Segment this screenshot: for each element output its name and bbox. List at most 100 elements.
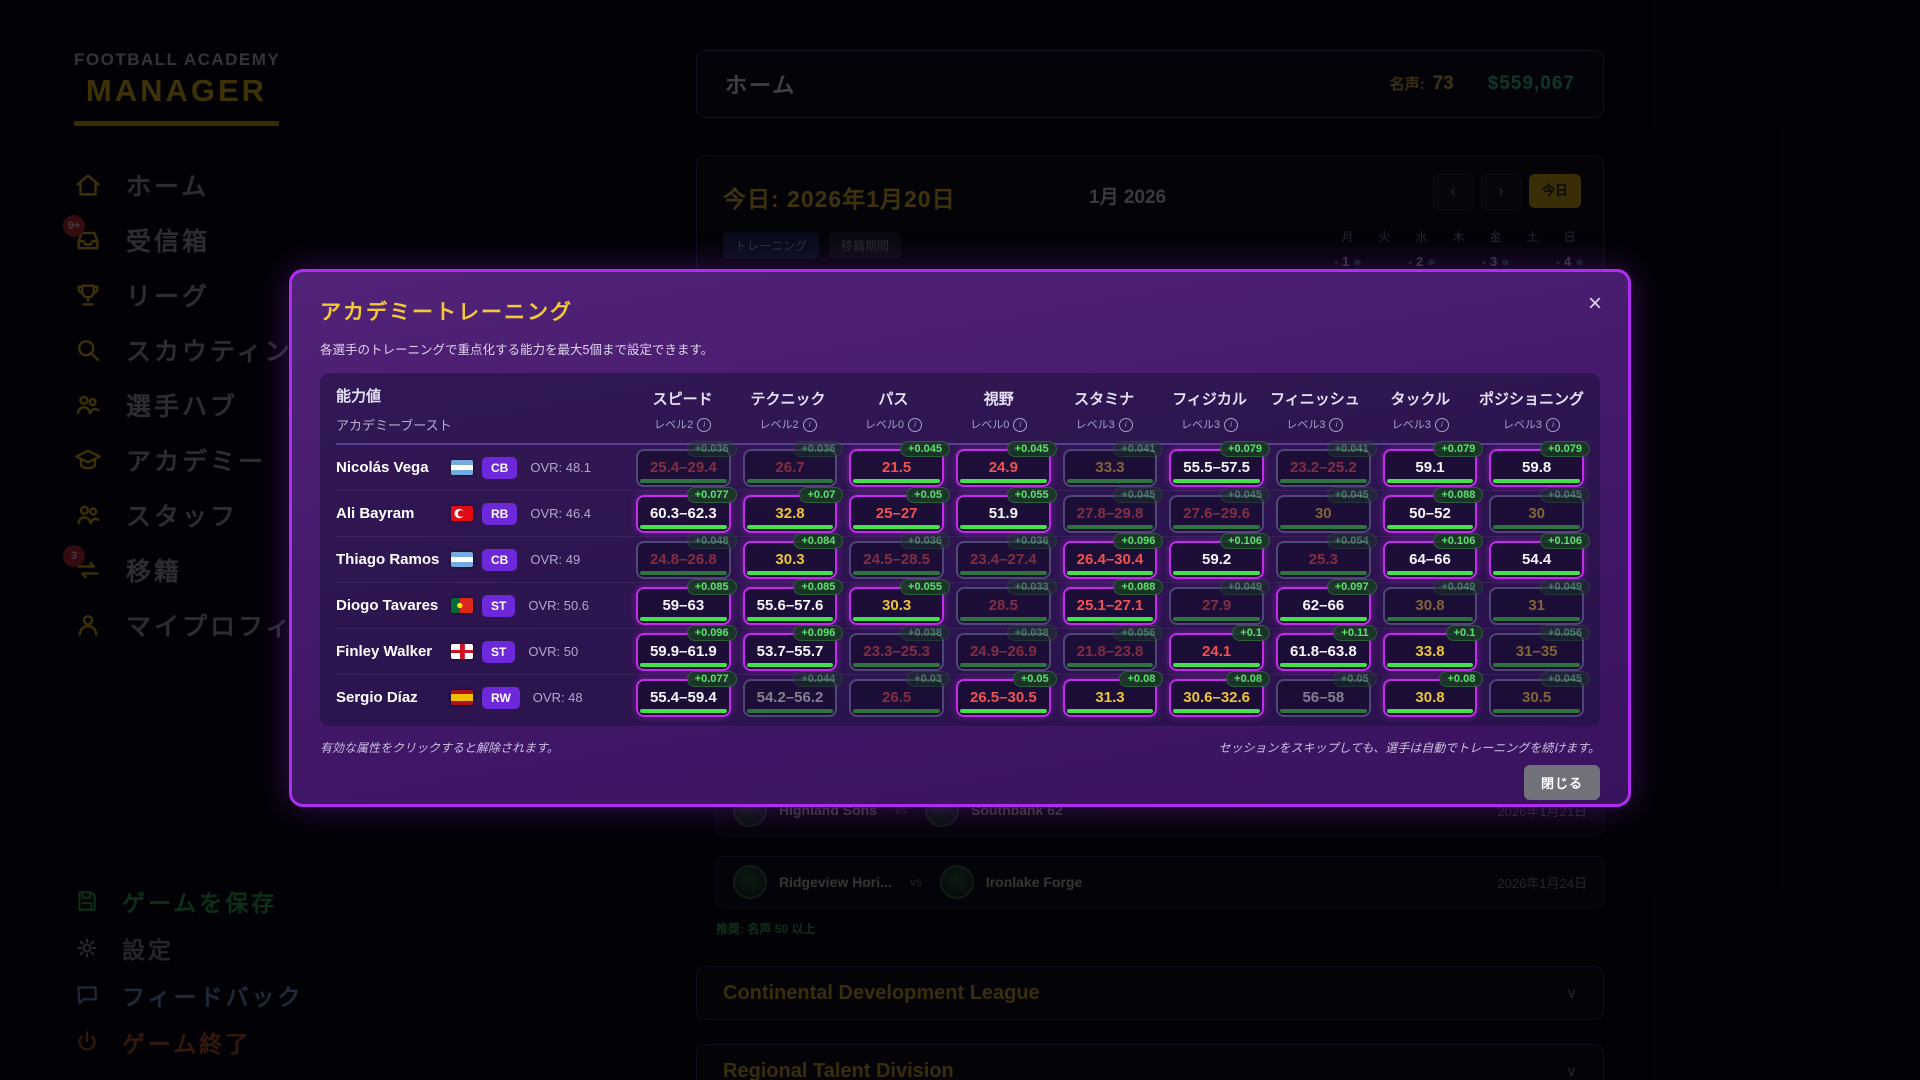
stat-cell[interactable]: 54.4 +0.106 [1489,532,1590,579]
player-info: Nicolás Vega CB OVR: 48.1 [336,456,624,479]
stat-cell[interactable]: 26.5–30.5 +0.05 [955,670,1057,717]
stat-cell[interactable]: 59.9–61.9 +0.096 [636,624,737,671]
info-icon[interactable]: i [1224,417,1239,432]
stat-cell[interactable]: 62–66 +0.097 [1275,578,1377,625]
column-name: テクニック [750,390,826,408]
stat-cell[interactable]: 53.7–55.7 +0.096 [742,624,844,671]
stat-value: 30 [1528,505,1545,522]
player-name: Nicolás Vega [336,459,429,476]
stat-cell[interactable]: 23.2–25.2 +0.041 [1275,440,1377,487]
stat-cell[interactable]: 55.6–57.6 +0.085 [742,578,844,625]
stat-value: 51.9 [988,505,1018,522]
stat-cell[interactable]: 25.1–27.1 +0.088 [1062,578,1164,625]
boost-badge: +0.049 [1540,578,1590,595]
stat-value: 64–66 [1409,551,1451,568]
column-name: スタミナ [1074,390,1135,408]
stat-cell[interactable]: 21.8–23.8 +0.056 [1062,624,1164,671]
info-icon[interactable]: i [802,417,817,432]
close-button[interactable]: 閉じる [1523,765,1600,800]
player-name: Thiago Ramos [336,551,440,568]
stat-cell[interactable]: 31 +0.049 [1489,578,1590,625]
stat-cell-content: 31.3 +0.08 [1065,670,1164,715]
stat-cell[interactable]: 25.3 +0.054 [1275,532,1377,579]
stat-cell[interactable]: 55.5–57.5 +0.079 [1169,440,1270,487]
info-icon[interactable]: i [1118,417,1133,432]
training-progress-bar [1493,570,1580,575]
boost-badge: +0.049 [1433,578,1484,595]
stat-cell[interactable]: 51.9 +0.055 [955,486,1057,533]
position-badge: CB [482,548,518,571]
training-progress-bar [1279,708,1367,713]
training-progress-bar [959,570,1047,575]
stat-cell[interactable]: 24.5–28.5 +0.036 [849,532,950,579]
stat-cell[interactable]: 27.8–29.8 +0.045 [1062,486,1164,533]
stat-cell[interactable]: 25.4–29.4 +0.036 [636,440,737,487]
stat-cell[interactable]: 26.7 +0.036 [742,440,844,487]
stat-cell[interactable]: 30.3 +0.055 [849,578,950,625]
stat-cell[interactable]: 59.2 +0.106 [1169,532,1270,579]
column-level: レベル0 i [952,416,1045,432]
training-progress-bar [640,708,727,713]
stat-cell[interactable]: 31–35 +0.056 [1489,624,1590,671]
stat-cell[interactable]: 30 +0.045 [1489,486,1590,533]
stat-cell[interactable]: 30.8 +0.08 [1382,670,1484,717]
stat-cell[interactable]: 61.8–63.8 +0.11 [1275,624,1377,671]
stat-cell[interactable]: 21.5 +0.045 [849,440,950,487]
stat-cell[interactable]: 32.8 +0.07 [742,486,844,533]
info-icon[interactable]: i [1013,417,1028,432]
info-icon[interactable]: i [697,417,712,432]
info-icon[interactable]: i [1434,417,1449,432]
stat-cell-content: 24.1 +0.1 [1171,624,1270,669]
training-progress-bar [746,570,834,575]
stat-cell-content: 28.5 +0.033 [958,578,1057,623]
stat-cell-content: 31 +0.049 [1491,578,1590,623]
stat-cell[interactable]: 33.3 +0.041 [1062,440,1164,487]
stat-cell-content: 27.8–29.8 +0.045 [1065,486,1164,531]
stat-cell[interactable]: 55.4–59.4 +0.077 [636,670,737,717]
stat-cell[interactable]: 33.8 +0.1 [1382,624,1484,671]
close-icon[interactable]: × [1582,286,1608,322]
stat-cell[interactable]: 25–27 +0.05 [849,486,950,533]
stat-cell[interactable]: 30 +0.045 [1275,486,1377,533]
stat-cell[interactable]: 59–63 +0.085 [636,578,737,625]
boost-badge: +0.05 [906,486,950,503]
stat-cell[interactable]: 30.8 +0.049 [1382,578,1484,625]
stat-cell[interactable]: 26.4–30.4 +0.096 [1062,532,1164,579]
flag-en-icon [451,644,473,659]
stat-cell[interactable]: 50–52 +0.088 [1382,486,1484,533]
stat-cell[interactable]: 28.5 +0.033 [955,578,1057,625]
training-progress-bar [1279,616,1367,621]
training-progress-bar [1173,662,1260,667]
stat-cell[interactable]: 24.9–26.9 +0.038 [955,624,1057,671]
stat-cell[interactable]: 59.1 +0.079 [1382,440,1484,487]
boost-badge: +0.079 [1540,440,1590,457]
stat-cell[interactable]: 23.3–25.3 +0.038 [849,624,950,671]
stat-cell[interactable]: 30.5 +0.045 [1489,670,1590,717]
stat-cell[interactable]: 24.1 +0.1 [1169,624,1270,671]
info-icon[interactable]: i [1329,417,1344,432]
boost-badge: +0.05 [1332,670,1377,687]
stat-cell-content: 30.8 +0.049 [1385,578,1484,623]
stat-cell[interactable]: 23.4–27.4 +0.036 [955,532,1057,579]
stat-cell[interactable]: 27.6–29.6 +0.045 [1169,486,1270,533]
boost-badge: +0.08 [1226,670,1270,687]
stat-cell[interactable]: 60.3–62.3 +0.077 [636,486,737,533]
info-icon[interactable]: i [907,417,922,432]
stat-cell[interactable]: 30.3 +0.084 [742,532,844,579]
stat-cell[interactable]: 59.8 +0.079 [1489,440,1590,487]
stat-cell[interactable]: 64–66 +0.106 [1382,532,1484,579]
stat-cell[interactable]: 54.2–56.2 +0.044 [742,670,844,717]
stat-cell-content: 21.8–23.8 +0.056 [1065,624,1164,669]
stat-cell[interactable]: 30.6–32.6 +0.08 [1169,670,1270,717]
stat-cell[interactable]: 31.3 +0.08 [1062,670,1164,717]
training-progress-bar [1386,570,1474,575]
stat-cell[interactable]: 56–58 +0.05 [1275,670,1377,717]
stat-cell[interactable]: 24.8–26.8 +0.048 [636,532,737,579]
player-row: Diogo Tavares ST OVR: 50.6 59–63 +0.085 55.6–… [336,578,1590,628]
stat-cell[interactable]: 27.9 +0.049 [1169,578,1270,625]
info-icon[interactable]: i [1546,417,1561,432]
stat-value: 24.5–28.5 [863,551,931,568]
stat-cell[interactable]: 26.5 +0.03 [849,670,950,717]
boost-badge: +0.079 [1220,440,1270,457]
stat-cell[interactable]: 24.9 +0.045 [955,440,1057,487]
